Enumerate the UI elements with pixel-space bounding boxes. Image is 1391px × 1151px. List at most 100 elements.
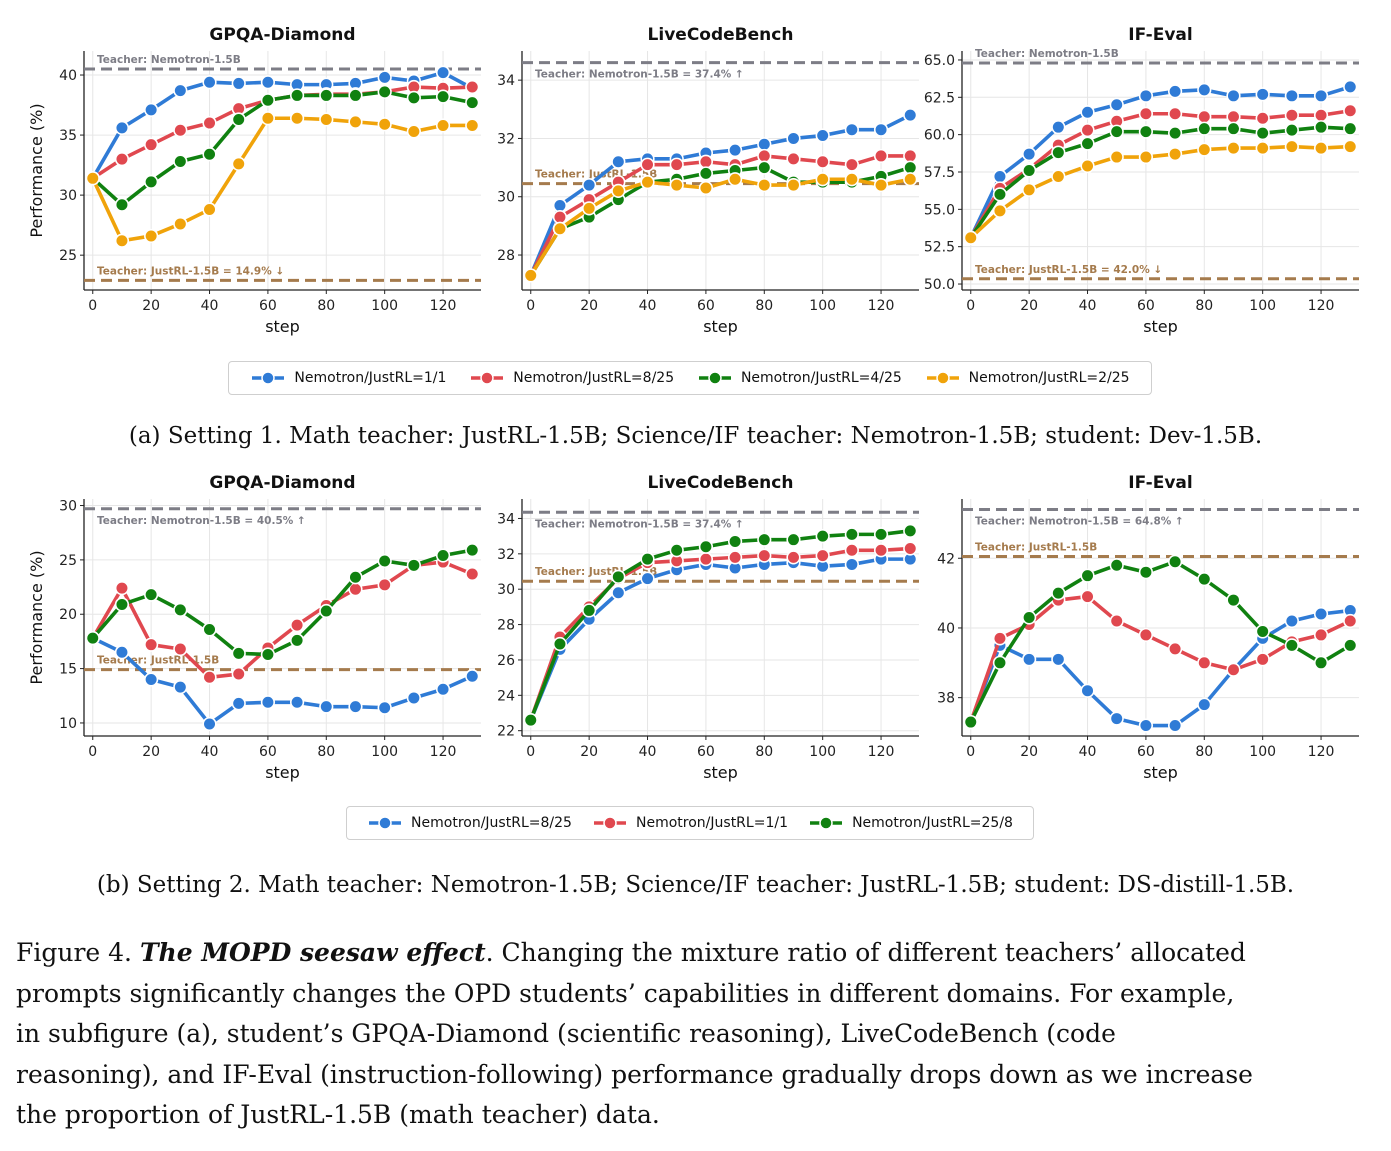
data-point (1138, 149, 1154, 165)
chart-title: GPQA-Diamond (209, 25, 355, 45)
data-point (1167, 146, 1183, 162)
data-point (844, 122, 859, 137)
data-point (289, 111, 305, 126)
subcaption-a: (a) Setting 1. Math teacher: JustRL-1.5B… (128, 423, 1263, 449)
data-point (1313, 88, 1329, 103)
x-tick-label: 100 (1249, 298, 1276, 314)
x-tick-label: 0 (966, 744, 975, 760)
data-point (992, 187, 1008, 202)
data-point (757, 177, 772, 193)
data-point (1313, 120, 1329, 135)
x-tick-label: 120 (430, 744, 457, 760)
x-tick-label: 80 (755, 298, 773, 314)
y-tick-label: 25 (59, 553, 77, 569)
data-point (114, 120, 130, 135)
data-point (465, 669, 480, 684)
x-tick-label: 0 (526, 298, 535, 314)
data-point (1022, 610, 1037, 625)
data-point (377, 553, 392, 569)
data-point (640, 571, 655, 586)
chart-a-livecodebench: 0 20 40 60 80 100 120 28 30 32 34 LiveCodeBench step… (497, 25, 919, 336)
data-point (1080, 123, 1095, 138)
legend-a: Nemotron/JustRL=1/1 Nemotron/JustRL=8/25… (228, 361, 1152, 395)
data-point (465, 542, 480, 558)
data-point (727, 172, 743, 187)
data-point (1080, 158, 1095, 174)
x-tick-label: 100 (371, 298, 398, 314)
data-point (377, 700, 392, 715)
data-point (523, 268, 538, 283)
subcaption-b: (b) Setting 2. Math teacher: Nemotron-1.… (96, 872, 1295, 898)
data-point (260, 75, 276, 90)
y-tick-label: 30 (497, 190, 515, 206)
y-tick-label: 26 (497, 653, 515, 669)
chart-b-if-eval: 0 20 40 60 80 100 120 38 40 42 IF-Eval step Teacher:… (937, 473, 1359, 782)
x-tick-label: 120 (430, 298, 457, 314)
data-point (1109, 711, 1124, 726)
legend-a-label-4: Nemotron/JustRL=2/25 (968, 370, 1130, 386)
data-point (640, 175, 655, 190)
data-point (377, 117, 392, 132)
y-tick-label: 28 (497, 618, 515, 634)
chart-a-if-eval: 0 20 40 60 80 100 120 50.0 52.5 55.0 57.5 60.0 62.5 6… (924, 25, 1359, 336)
data-point (319, 88, 334, 103)
data-point (1167, 84, 1183, 99)
teacher-reference-label: Teacher: JustRL-1.5B = 42.0% ↓ (975, 264, 1162, 276)
teacher-reference-label: Teacher: Nemotron-1.5B (975, 48, 1119, 60)
data-point (1080, 136, 1095, 151)
data-point (114, 233, 130, 248)
data-point (727, 534, 743, 549)
x-tick-label: 60 (1137, 744, 1155, 760)
x-tick-label: 100 (809, 298, 836, 314)
data-point (465, 79, 480, 95)
data-point (85, 171, 100, 186)
data-point (1138, 124, 1154, 139)
data-point (757, 160, 772, 175)
data-point (1138, 106, 1154, 121)
legend-b: Nemotron/JustRL=8/25 Nemotron/JustRL=1/1… (346, 806, 1034, 840)
y-tick-label: 32 (497, 131, 515, 147)
x-tick-label: 60 (697, 744, 715, 760)
x-tick-label: 20 (580, 744, 598, 760)
data-point (786, 131, 801, 146)
data-point (202, 622, 217, 637)
x-tick-label: 100 (371, 744, 398, 760)
data-point (1197, 121, 1212, 136)
data-point (114, 151, 130, 167)
caption-line-1: . Changing the mixture ratio of differen… (485, 938, 1246, 967)
data-point (582, 603, 597, 618)
x-tick-label: 60 (259, 744, 277, 760)
y-tick-label: 34 (497, 511, 515, 527)
data-point (144, 672, 159, 687)
x-tick-label: 20 (1020, 744, 1038, 760)
data-point (202, 147, 217, 162)
caption-line-4: reasoning), and IF-Eval (instruction-fol… (16, 1059, 1253, 1089)
y-tick-label: 32 (497, 547, 515, 563)
data-point (406, 90, 421, 105)
teacher-reference-label: Teacher: Nemotron-1.5B = 40.5% ↑ (97, 515, 306, 527)
data-point (435, 548, 451, 563)
data-point (1284, 613, 1299, 629)
data-point (289, 88, 305, 103)
y-tick-label: 30 (497, 582, 515, 598)
data-point (786, 550, 801, 565)
data-point (173, 679, 188, 695)
data-point (202, 75, 217, 90)
data-point (173, 641, 188, 657)
data-point (1167, 554, 1183, 569)
x-tick-label: 80 (1195, 298, 1213, 314)
data-point (1255, 111, 1270, 126)
y-tick-label: 30 (59, 499, 77, 515)
x-tick-label: 40 (1079, 298, 1097, 314)
data-point (844, 557, 859, 572)
x-tick-label: 60 (259, 298, 277, 314)
data-point (348, 114, 363, 129)
y-tick-label: 25 (59, 248, 77, 264)
y-tick-label: 30 (59, 188, 77, 204)
x-axis-label: step (703, 763, 738, 782)
data-point (377, 577, 392, 592)
data-point (698, 166, 714, 181)
x-tick-label: 100 (1249, 744, 1276, 760)
data-point (1284, 638, 1299, 653)
x-tick-label: 40 (639, 744, 657, 760)
